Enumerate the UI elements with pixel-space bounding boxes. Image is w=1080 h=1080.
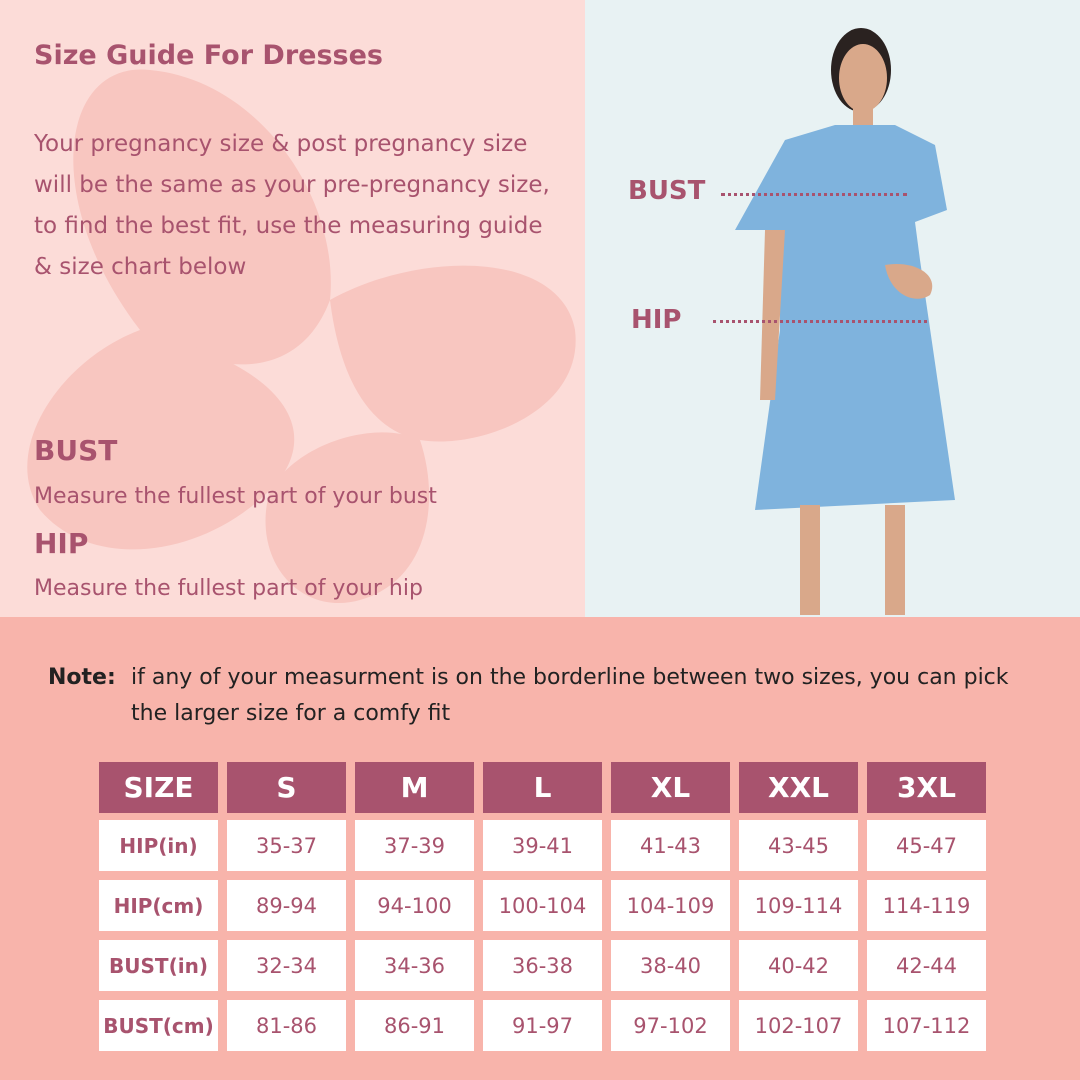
table-cell: 32-34 bbox=[227, 940, 346, 991]
hip-label: HIP bbox=[631, 305, 682, 335]
table-cell: 40-42 bbox=[739, 940, 858, 991]
table-cell: 89-94 bbox=[227, 880, 346, 931]
header-cell: L bbox=[483, 762, 602, 813]
row-label: BUST(in) bbox=[99, 940, 218, 991]
bust-label: BUST bbox=[628, 176, 706, 206]
hip-line bbox=[713, 320, 927, 323]
header-cell: S bbox=[227, 762, 346, 813]
table-cell: 39-41 bbox=[483, 820, 602, 871]
intro-text: Your pregnancy size & post pregnancy siz… bbox=[34, 131, 550, 280]
note: Note: if any of your measurment is on th… bbox=[48, 660, 1031, 732]
table-cell: 114-119 bbox=[867, 880, 986, 931]
header-cell: 3XL bbox=[867, 762, 986, 813]
table-cell: 36-38 bbox=[483, 940, 602, 991]
table-cell: 102-107 bbox=[739, 1000, 858, 1051]
bust-line bbox=[721, 193, 907, 196]
table-cell: 37-39 bbox=[355, 820, 474, 871]
table-cell: 104-109 bbox=[611, 880, 730, 931]
table-cell: 94-100 bbox=[355, 880, 474, 931]
table-cell: 38-40 bbox=[611, 940, 730, 991]
table-cell: 35-37 bbox=[227, 820, 346, 871]
header-cell: XXL bbox=[739, 762, 858, 813]
bust-description: Measure the fullest part of your bust bbox=[34, 484, 437, 509]
table-cell: 81-86 bbox=[227, 1000, 346, 1051]
model-image bbox=[735, 28, 955, 615]
page-title: Size Guide For Dresses bbox=[34, 40, 383, 71]
model-photo bbox=[585, 0, 1080, 617]
table-cell: 109-114 bbox=[739, 880, 858, 931]
table-cell: 45-47 bbox=[867, 820, 986, 871]
table-cell: 43-45 bbox=[739, 820, 858, 871]
flower-decoration bbox=[27, 69, 576, 604]
bust-heading: BUST bbox=[34, 434, 118, 467]
table-cell: 97-102 bbox=[611, 1000, 730, 1051]
table-cell: 34-36 bbox=[355, 940, 474, 991]
row-label: BUST(cm) bbox=[99, 1000, 218, 1051]
table-cell: 41-43 bbox=[611, 820, 730, 871]
table-cell: 107-112 bbox=[867, 1000, 986, 1051]
table-cell: 86-91 bbox=[355, 1000, 474, 1051]
note-text: if any of your measurment is on the bord… bbox=[131, 665, 1009, 726]
header-cell: XL bbox=[611, 762, 730, 813]
table-cell: 42-44 bbox=[867, 940, 986, 991]
table-cell: 100-104 bbox=[483, 880, 602, 931]
row-label: HIP(in) bbox=[99, 820, 218, 871]
hip-description: Measure the fullest part of your hip bbox=[34, 576, 423, 601]
header-cell: SIZE bbox=[99, 762, 218, 813]
hip-heading: HIP bbox=[34, 527, 89, 560]
info-panel: Size Guide For Dresses Your pregnancy si… bbox=[0, 0, 585, 617]
header-cell: M bbox=[355, 762, 474, 813]
table-cell: 91-97 bbox=[483, 1000, 602, 1051]
note-label: Note: bbox=[48, 665, 116, 690]
row-label: HIP(cm) bbox=[99, 880, 218, 931]
